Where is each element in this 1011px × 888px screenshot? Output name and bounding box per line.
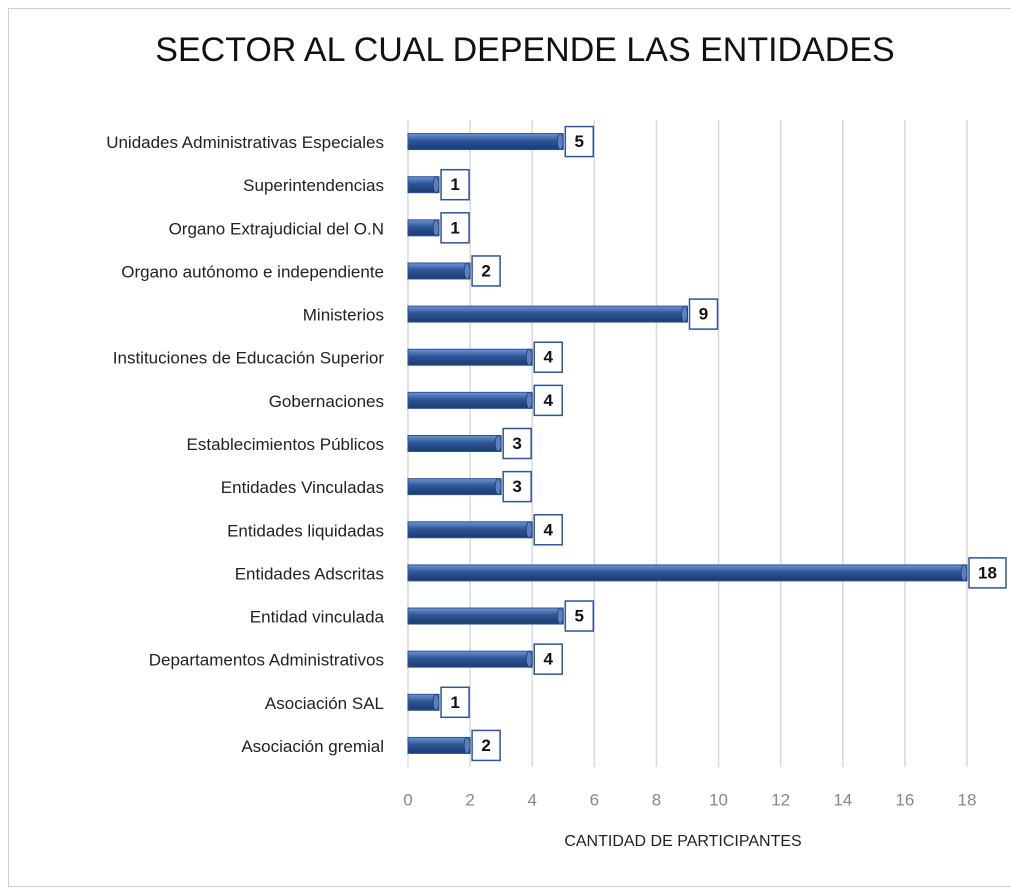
bar-cap bbox=[525, 650, 533, 668]
y-tick-label: Instituciones de Educación Superior bbox=[113, 349, 385, 368]
x-tick-label: 12 bbox=[771, 790, 790, 809]
y-tick-label: Departamentos Administrativos bbox=[149, 651, 384, 670]
y-tick-label: Gobernaciones bbox=[269, 392, 384, 411]
value-label: 5 bbox=[575, 607, 584, 626]
value-label: 1 bbox=[450, 175, 459, 194]
value-label: 4 bbox=[543, 650, 553, 669]
bar-cap bbox=[525, 391, 533, 409]
x-tick-label: 18 bbox=[958, 790, 977, 809]
bar bbox=[407, 305, 688, 323]
bar-cap bbox=[556, 607, 564, 625]
bar-cap bbox=[525, 521, 533, 539]
y-tick-label: Entidades liquidadas bbox=[227, 521, 384, 540]
value-label: 4 bbox=[543, 348, 553, 367]
bar-cap bbox=[432, 176, 440, 194]
bar bbox=[407, 607, 564, 625]
y-tick-label: Unidades Administrativas Especiales bbox=[106, 133, 384, 152]
bar-cap bbox=[960, 564, 968, 582]
bar-cap bbox=[525, 348, 533, 366]
bar bbox=[407, 521, 533, 539]
x-tick-label: 10 bbox=[709, 790, 728, 809]
y-tick-label: Asociación SAL bbox=[265, 694, 384, 713]
y-tick-label: Establecimientos Públicos bbox=[187, 435, 384, 454]
value-label: 4 bbox=[543, 520, 553, 539]
bar-cap bbox=[556, 133, 564, 150]
bar bbox=[407, 391, 533, 409]
value-label-box bbox=[502, 470, 532, 503]
bar bbox=[407, 262, 471, 280]
value-label: 9 bbox=[699, 305, 708, 324]
bar-cap bbox=[681, 305, 688, 323]
bar bbox=[407, 736, 471, 754]
x-tick-label: 4 bbox=[527, 790, 536, 809]
value-label: 4 bbox=[543, 391, 553, 410]
bar bbox=[407, 435, 502, 452]
value-label: 2 bbox=[481, 261, 490, 280]
value-label-box bbox=[533, 514, 563, 546]
value-label-box bbox=[968, 557, 1007, 589]
value-label: 2 bbox=[481, 736, 490, 755]
value-label-box bbox=[533, 341, 563, 373]
value-label-box bbox=[533, 643, 563, 675]
x-tick-label: 2 bbox=[465, 790, 474, 809]
value-label-box bbox=[440, 168, 470, 201]
value-label-box bbox=[564, 600, 595, 632]
y-tick-label: Entidades Adscritas bbox=[235, 564, 384, 583]
value-label-box bbox=[688, 298, 719, 330]
bar-cap bbox=[432, 693, 440, 711]
y-tick-label: Entidades Vinculadas bbox=[221, 478, 384, 497]
chart-title: SECTOR AL CUAL DEPENDE LAS ENTIDADES bbox=[155, 31, 894, 69]
value-label: 18 bbox=[978, 563, 997, 582]
y-tick-label: Ministerios bbox=[303, 306, 384, 325]
bar-cap bbox=[432, 219, 440, 237]
bar-cap bbox=[494, 435, 502, 452]
value-label-box bbox=[440, 686, 470, 719]
value-label-box bbox=[440, 212, 470, 244]
x-tick-label: 16 bbox=[895, 790, 914, 809]
bar bbox=[407, 133, 564, 151]
value-label-box bbox=[533, 384, 563, 417]
bar-cap bbox=[463, 737, 471, 754]
chart-frame bbox=[8, 8, 1011, 887]
value-label-box bbox=[471, 729, 501, 762]
bar-cap bbox=[494, 478, 502, 496]
y-tick-label: Superintendencias bbox=[243, 176, 384, 195]
x-axis-title: CANTIDAD DE PARTICIPANTES bbox=[564, 833, 801, 850]
bar bbox=[407, 478, 502, 496]
x-tick-label: 14 bbox=[833, 790, 852, 809]
y-tick-label: Organo Extrajudicial del O.N bbox=[169, 219, 384, 238]
x-tick-label: 6 bbox=[590, 790, 599, 809]
value-label-box bbox=[564, 125, 595, 158]
bar-cap bbox=[463, 262, 471, 280]
bar bbox=[407, 650, 533, 668]
value-label-box bbox=[471, 255, 501, 287]
value-label: 1 bbox=[450, 693, 459, 712]
value-label: 5 bbox=[575, 132, 584, 151]
y-tick-label: Entidad vinculada bbox=[250, 608, 385, 627]
x-tick-label: 0 bbox=[403, 790, 412, 809]
y-tick-label: Asociación gremial bbox=[241, 737, 384, 756]
y-tick-label: Organo autónomo e independiente bbox=[121, 262, 384, 281]
bar bbox=[407, 564, 968, 582]
value-label: 3 bbox=[512, 434, 521, 453]
bar bbox=[407, 348, 533, 366]
x-tick-label: 8 bbox=[652, 790, 661, 809]
value-label-box bbox=[502, 427, 532, 460]
value-label: 3 bbox=[512, 477, 521, 496]
value-label: 1 bbox=[450, 218, 459, 237]
